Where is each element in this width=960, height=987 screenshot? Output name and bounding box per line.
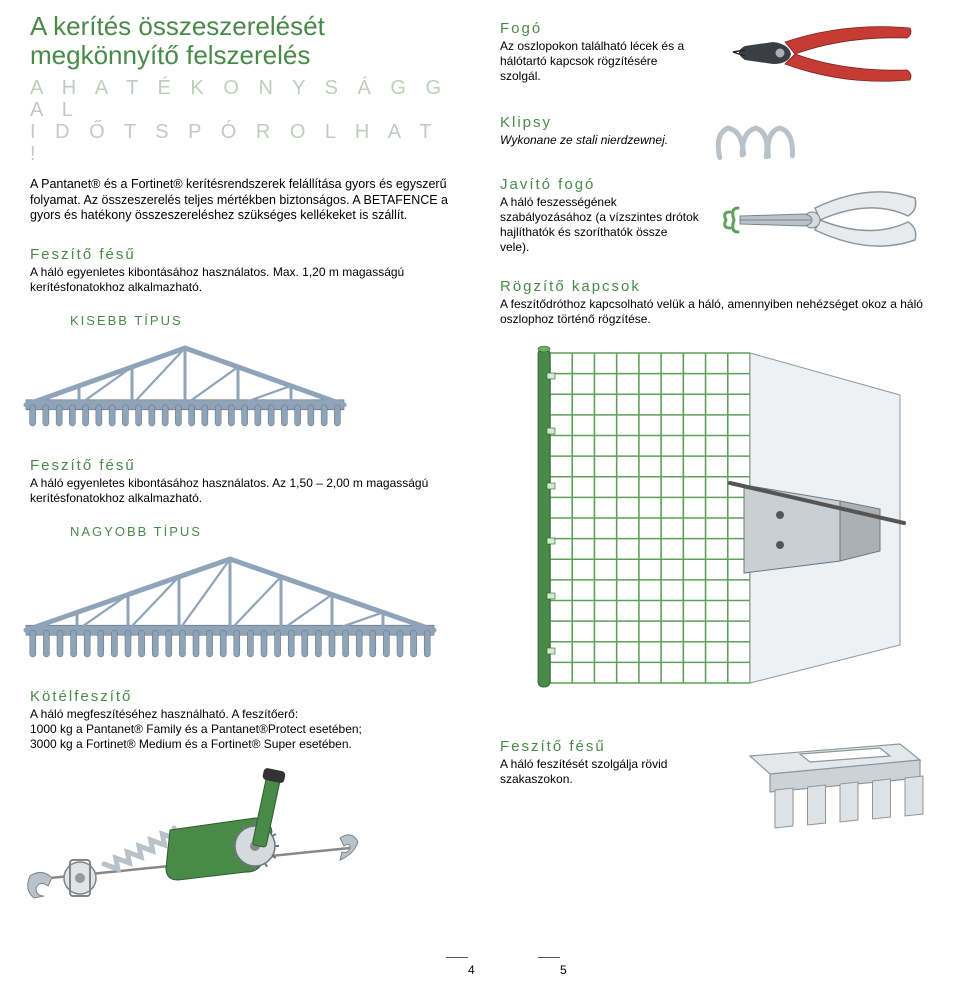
- right-column: Fogó Az oszlopokon található lécek és a …: [480, 0, 960, 987]
- page-number-left: 4: [468, 963, 475, 977]
- section-sub-small: KISEBB TÍPUS: [70, 313, 460, 328]
- section-title-large: Feszítő fésű: [30, 457, 460, 474]
- section-title-fesu-short: Feszítő fésű: [500, 738, 708, 755]
- section-body-fogo: Az oszlopokon található lécek és a hálót…: [500, 39, 700, 84]
- section-body-large: A háló egyenletes kibontásához használat…: [30, 476, 460, 506]
- repair-pliers-icon: [710, 176, 930, 266]
- section-body-klipsy: Wykonane ze stali nierdzewnej.: [500, 133, 700, 148]
- section-body-fesu-short: A háló feszítését szolgálja rövid szakas…: [500, 757, 708, 787]
- section-body-kotel: A háló megfeszítéséhez használható. A fe…: [30, 707, 460, 752]
- fence-panel-icon: [490, 335, 930, 720]
- section-title-klipsy: Klipsy: [500, 114, 700, 131]
- truss-small-icon: [20, 340, 460, 435]
- truss-large-icon: [20, 551, 460, 666]
- section-body-javito: A háló feszességének szabályozásához (a …: [500, 195, 700, 255]
- pliers-icon: [710, 12, 930, 102]
- section-body-small: A háló egyenletes kibontásához használat…: [30, 265, 460, 295]
- section-title-small: Feszítő fésű: [30, 246, 460, 263]
- comb-icon: [720, 738, 930, 843]
- section-sub-large: NAGYOBB TÍPUS: [70, 524, 460, 539]
- page-subtitle: A H A T É K O N Y S Á G G A L I D Ő T S …: [30, 77, 460, 165]
- cable-tensioner-icon: [20, 768, 460, 923]
- section-title-fogo: Fogó: [500, 20, 700, 37]
- left-column: A kerítés összeszerelését megkönnyítő fe…: [0, 0, 480, 987]
- clips-icon: [710, 114, 930, 164]
- section-title-rogzito: Rögzítő kapcsok: [500, 278, 930, 295]
- page-number-right: 5: [560, 963, 567, 977]
- section-title-javito: Javító fogó: [500, 176, 700, 193]
- section-title-kotel: Kötélfeszítő: [30, 688, 460, 705]
- section-body-rogzito: A feszítődróthoz kapcsolható velük a hál…: [500, 297, 930, 327]
- page-title: A kerítés összeszerelését megkönnyítő fe…: [30, 12, 460, 69]
- intro-text: A Pantanet® és a Fortinet® kerítésrendsz…: [30, 177, 460, 224]
